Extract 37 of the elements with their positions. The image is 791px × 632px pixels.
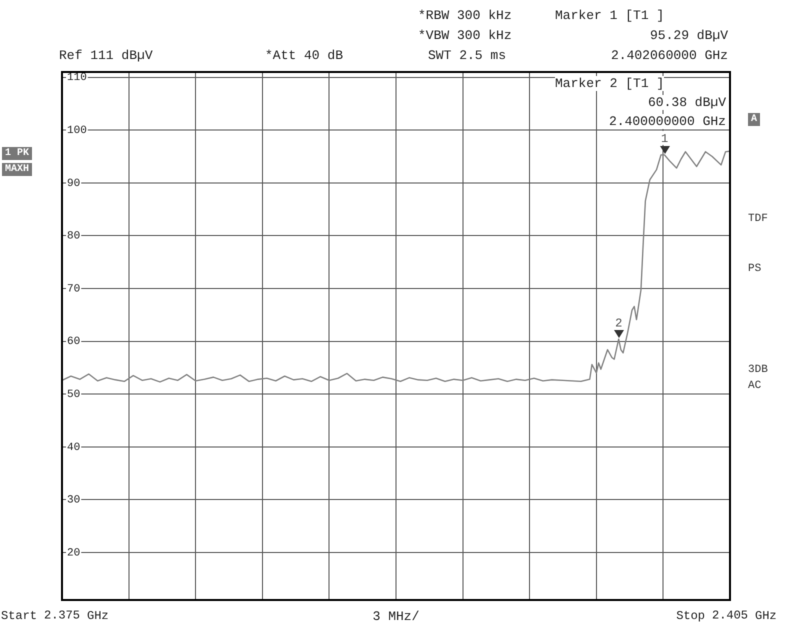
annotation: 1 bbox=[660, 132, 668, 146]
text: TDF bbox=[748, 213, 768, 225]
y-tick-label: 50 bbox=[67, 388, 80, 401]
text: Start bbox=[0, 609, 37, 623]
x-tick-label: 2.405 bbox=[712, 608, 748, 622]
y-tick-label: 90 bbox=[67, 178, 80, 190]
text: GHz bbox=[87, 609, 109, 623]
text: 1 PK bbox=[2, 147, 32, 160]
y-tick-label: 40 bbox=[67, 442, 80, 454]
text: MAXH bbox=[2, 163, 32, 176]
text: Stop bbox=[676, 609, 705, 623]
annotation: 2.400000000 GHz bbox=[608, 114, 726, 129]
text: AC bbox=[748, 380, 762, 392]
text: 3DB bbox=[748, 364, 768, 376]
text: GHz bbox=[755, 609, 777, 623]
text: SWT 2.5 ms bbox=[428, 48, 506, 63]
text: 95.29 dBµV bbox=[650, 28, 728, 43]
y-tick-label: 30 bbox=[67, 494, 80, 507]
x-tick-label: 2.375 bbox=[44, 608, 80, 622]
y-tick-label: 110 bbox=[67, 72, 87, 84]
annotation: 60.38 dBµV bbox=[648, 95, 726, 110]
y-tick-label: 70 bbox=[67, 283, 80, 296]
text: Marker 1 [T1 ] bbox=[555, 8, 664, 23]
y-tick-label: 20 bbox=[67, 547, 80, 560]
y-tick-label: 60 bbox=[67, 336, 80, 348]
text: Ref 111 dBµV bbox=[59, 48, 153, 63]
text: *Att 40 dB bbox=[265, 48, 344, 63]
text: A bbox=[748, 113, 760, 126]
text: *RBW 300 kHz bbox=[418, 8, 512, 23]
text: PS bbox=[748, 263, 762, 275]
text: *VBW 300 kHz bbox=[418, 28, 512, 43]
annotation: 2 bbox=[615, 316, 622, 330]
x-axis-title: 3 MHz/ bbox=[372, 608, 420, 624]
annotation: Marker 2 [T1 ] bbox=[555, 76, 664, 91]
text: 2.402060000 GHz bbox=[610, 48, 728, 63]
y-tick-label: 100 bbox=[67, 124, 87, 137]
y-tick-label: 80 bbox=[67, 230, 80, 243]
